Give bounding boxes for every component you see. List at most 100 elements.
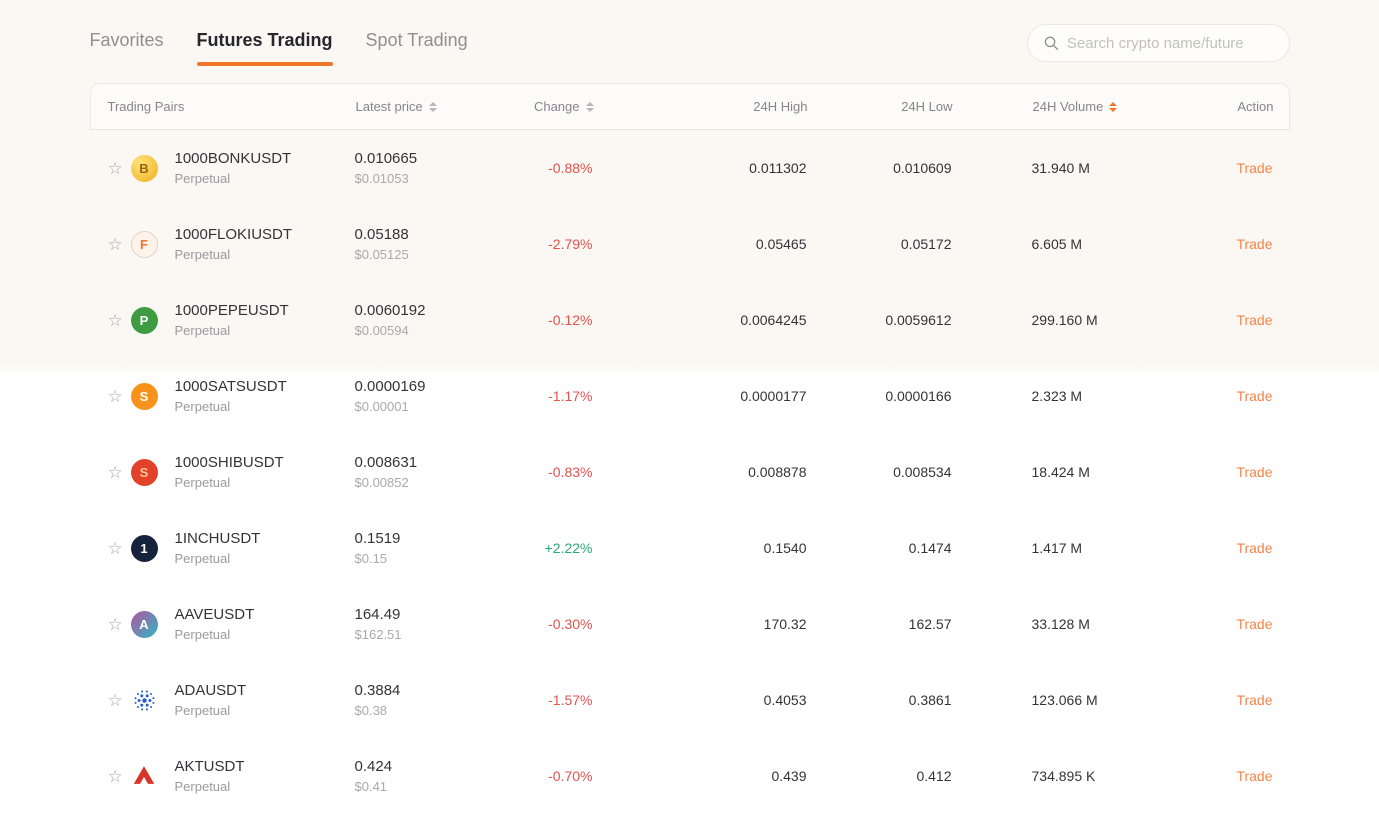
volume-24h: 31.940 M [1031,160,1090,176]
high-24h: 0.0064245 [740,312,807,328]
high-24h: 0.008878 [748,464,807,480]
favorite-star-icon[interactable]: ☆ [107,386,123,406]
trade-button[interactable]: Trade [1236,768,1273,784]
pair-contract-type: Perpetual [174,475,231,490]
trade-button[interactable]: Trade [1236,616,1273,632]
shib-coin-icon: S [130,458,158,486]
latest-price: 0.3884 [354,682,401,699]
column-label: Trading Pairs [107,99,185,114]
pepe-coin-icon: P [130,306,158,334]
top-bar: Favorites Futures Trading Spot Trading [90,24,1290,66]
column-label: 24H High [753,99,808,114]
column-header-volume[interactable]: 24H Volume [953,99,1191,114]
search-input[interactable] [1066,34,1273,52]
tab-favorites[interactable]: Favorites [89,30,164,50]
latest-price: 0.008631 [354,454,418,471]
sats-coin-icon: S [130,382,158,410]
bonk-coin-icon: B [130,154,158,182]
column-label: 24H Volume [1032,99,1104,114]
table-row: ☆ S 1000SATSUSDT Perpetual 0.0000169 $0.… [90,358,1290,434]
pair-name: ADAUSDT [174,682,247,699]
low-24h: 0.05172 [900,236,952,252]
column-label: 24H Low [901,99,953,114]
trade-button[interactable]: Trade [1236,464,1273,480]
usd-price: $0.00001 [354,399,409,414]
aave-coin-icon: A [130,610,158,638]
table-body: ☆ B 1000BONKUSDT Perpetual 0.010665 $0.0… [90,130,1290,814]
search-box[interactable] [1026,24,1290,62]
pair-contract-type: Perpetual [174,627,231,642]
pair-contract-type: Perpetual [174,247,231,262]
favorite-star-icon[interactable]: ☆ [107,462,123,482]
trade-button[interactable]: Trade [1236,160,1273,176]
floki-coin-icon: F [130,230,158,258]
table-row: ☆ F 1000FLOKIUSDT Perpetual 0.05188 $0.0… [90,206,1290,282]
pair-name: 1000FLOKIUSDT [174,226,293,243]
favorite-star-icon[interactable]: ☆ [107,614,123,634]
usd-price: $0.38 [354,703,388,718]
favorite-star-icon[interactable]: ☆ [107,158,123,178]
high-24h: 170.32 [763,616,807,632]
low-24h: 0.0059612 [885,312,952,328]
low-24h: 0.008534 [893,464,952,480]
search-icon [1044,36,1058,50]
change-percent: -1.17% [548,388,593,404]
usd-price: $162.51 [354,627,402,642]
trade-button[interactable]: Trade [1236,692,1273,708]
low-24h: 0.3861 [908,692,952,708]
column-label: Latest price [355,99,423,114]
column-header-low: 24H Low [808,99,953,114]
latest-price: 0.1519 [354,530,401,547]
trade-button[interactable]: Trade [1236,540,1273,556]
trade-button[interactable]: Trade [1236,236,1273,252]
low-24h: 0.010609 [893,160,952,176]
volume-24h: 6.605 M [1031,236,1083,252]
favorite-star-icon[interactable]: ☆ [107,234,123,254]
volume-24h: 18.424 M [1031,464,1090,480]
trade-button[interactable]: Trade [1236,312,1273,328]
high-24h: 0.011302 [749,160,807,176]
favorite-star-icon[interactable]: ☆ [107,538,123,558]
tab-spot-trading[interactable]: Spot Trading [365,30,468,50]
content-container: Favorites Futures Trading Spot Trading Tra… [89,0,1291,814]
sort-arrows-icon [428,101,437,112]
high-24h: 0.439 [771,768,807,784]
pair-name: 1000BONKUSDT [174,150,292,167]
pair-name: 1000PEPEUSDT [174,302,289,319]
pair-name: AAVEUSDT [174,606,255,623]
column-header-pair: Trading Pairs [91,99,356,114]
volume-24h: 33.128 M [1031,616,1090,632]
change-percent: +2.22% [544,540,593,556]
pair-contract-type: Perpetual [174,171,231,186]
1inch-coin-icon: 1 [130,534,158,562]
usd-price: $0.05125 [354,247,409,262]
table-row: ☆ AKTUSDT Perpetual 0.424 $0.41 -0.70% 0… [90,738,1290,814]
pair-contract-type: Perpetual [174,779,231,794]
column-header-action: Action [1191,99,1291,114]
latest-price: 0.010665 [354,150,418,167]
pair-name: 1000SHIBUSDT [174,454,284,471]
pair-contract-type: Perpetual [174,551,231,566]
pair-name: AKTUSDT [174,758,245,775]
trade-button[interactable]: Trade [1236,388,1273,404]
pair-contract-type: Perpetual [174,703,231,718]
low-24h: 0.0000166 [885,388,952,404]
usd-price: $0.00852 [354,475,409,490]
volume-24h: 123.066 M [1031,692,1098,708]
latest-price: 0.0000169 [354,378,426,395]
column-header-high: 24H High [594,99,808,114]
usd-price: $0.01053 [354,171,409,186]
column-label: Action [1237,99,1274,114]
change-percent: -0.12% [548,312,593,328]
favorite-star-icon[interactable]: ☆ [107,310,123,330]
favorite-star-icon[interactable]: ☆ [107,690,123,710]
column-header-change[interactable]: Change [533,99,594,114]
column-label: Change [533,99,580,114]
column-header-price[interactable]: Latest price [356,99,536,114]
favorite-star-icon[interactable]: ☆ [107,766,123,786]
latest-price: 0.0060192 [354,302,426,319]
change-percent: -0.30% [548,616,593,632]
latest-price: 164.49 [354,606,401,623]
volume-24h: 299.160 M [1031,312,1098,328]
tab-futures-trading[interactable]: Futures Trading [196,30,333,66]
